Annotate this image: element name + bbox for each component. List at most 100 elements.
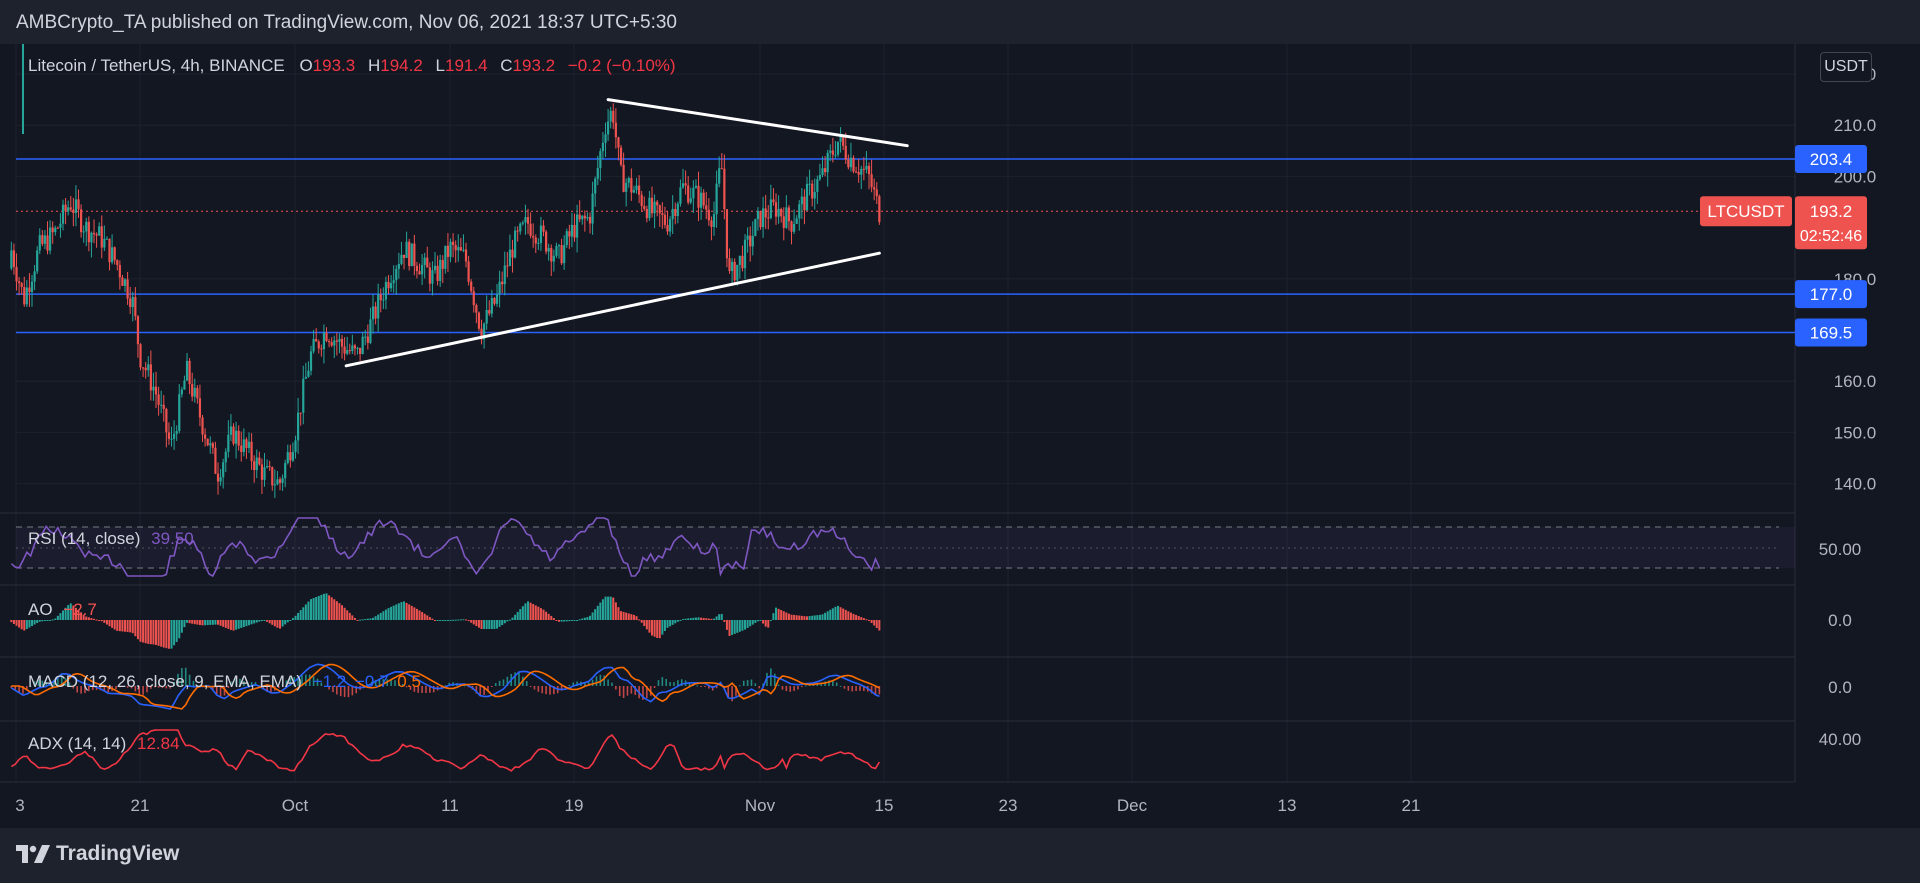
ao-bar: [439, 620, 442, 621]
rsi-label[interactable]: RSI (14, close) 39.50: [28, 529, 194, 548]
candle-body: [870, 174, 873, 188]
candle-body: [715, 183, 718, 215]
candle-body: [379, 294, 382, 301]
macd-histogram-bar: [138, 686, 141, 695]
candle: [679, 179, 682, 207]
ao-bar: [723, 620, 726, 622]
candle: [568, 224, 571, 249]
ao-bar: [294, 615, 297, 620]
ao-bar: [477, 620, 480, 628]
ao-bar: [105, 620, 108, 625]
candle-body: [237, 430, 240, 446]
candle: [304, 362, 307, 380]
macd-histogram-bar: [843, 686, 846, 689]
macd-histogram-bar: [328, 686, 330, 690]
candle: [59, 213, 62, 238]
ao-bar: [100, 620, 103, 622]
candle: [309, 345, 313, 376]
ao-bar: [320, 594, 323, 620]
ao-bar: [769, 620, 772, 621]
rsi-pane: 50.00: [10, 517, 1861, 578]
candle-body: [423, 257, 426, 265]
ao-value: −2.7: [63, 600, 97, 619]
currency-badge[interactable]: USDT: [1820, 52, 1872, 82]
tradingview-logo[interactable]: TradingView: [16, 842, 179, 866]
ao-bar: [648, 620, 651, 633]
macd-label[interactable]: MACD (12, 26, close, 9, EMA, EMA) −1.2 −…: [28, 672, 421, 691]
macd-histogram-bar: [122, 686, 125, 687]
candle-body: [121, 277, 124, 286]
adx-label[interactable]: ADX (14, 14) 12.84: [28, 734, 180, 753]
macd-histogram-bar: [448, 682, 451, 686]
candle: [198, 384, 202, 427]
candle: [183, 375, 186, 390]
macd-histogram-bar: [157, 686, 160, 688]
ao-bar: [25, 620, 28, 629]
candle: [170, 426, 173, 447]
macd-histogram-bar: [545, 686, 547, 695]
ao-bar: [415, 608, 418, 620]
ao-bar: [847, 611, 850, 620]
candle-body: [483, 323, 486, 340]
macd-histogram-bar: [57, 676, 59, 686]
candle-body: [645, 208, 648, 219]
ao-bar: [87, 617, 90, 620]
candle: [51, 221, 54, 244]
candle-body: [330, 342, 333, 346]
candle-body: [317, 341, 320, 349]
candle: [193, 378, 196, 403]
candle-body: [743, 239, 747, 269]
candle-body: [632, 190, 636, 193]
candle-body: [782, 216, 785, 228]
x-tick-label: Nov: [745, 796, 776, 815]
candle: [82, 225, 85, 243]
symbol-name[interactable]: Litecoin / TetherUS, 4h, BINANCE: [28, 56, 285, 75]
candle: [790, 220, 793, 245]
adx-pane: 40.00: [10, 729, 1861, 772]
ao-bar: [258, 620, 261, 622]
candle-body: [382, 299, 385, 301]
macd-histogram-bar: [196, 685, 199, 687]
ao-bar: [444, 620, 447, 621]
candle: [250, 433, 253, 470]
candle: [485, 295, 488, 330]
candle-body: [157, 394, 160, 405]
candle: [180, 386, 183, 398]
ao-bar: [271, 620, 274, 625]
candle-body: [555, 246, 558, 256]
candle: [374, 301, 377, 325]
candle: [684, 170, 687, 195]
candle-body: [154, 386, 158, 395]
candle: [56, 226, 59, 229]
macd-histogram-bar: [549, 686, 551, 695]
candle: [23, 276, 26, 307]
candle-body: [720, 168, 723, 170]
macd-histogram-bar: [126, 686, 129, 688]
candle: [663, 206, 667, 229]
ao-label[interactable]: AO −2.7: [28, 600, 97, 619]
ao-bar: [387, 608, 390, 620]
candle: [196, 385, 199, 404]
macd-histogram-bar: [491, 686, 493, 687]
ao-bar: [155, 620, 158, 645]
candle-body: [340, 338, 344, 347]
ao-bar: [855, 614, 858, 620]
candle: [692, 180, 695, 213]
candle: [529, 212, 532, 239]
ao-bar: [180, 620, 183, 633]
macd-histogram-bar: [568, 684, 571, 686]
candle-body: [477, 312, 481, 329]
ao-bar: [317, 595, 320, 620]
candle-body: [108, 238, 111, 263]
candle: [694, 179, 698, 189]
ao-bar: [472, 620, 475, 625]
price-chart[interactable]: 140.0150.0160.0180.0200.0210.0220.0321Oc…: [0, 0, 1920, 828]
candle: [111, 234, 114, 265]
candle-body: [183, 380, 186, 390]
ao-bar: [98, 620, 101, 621]
ao-bar: [532, 604, 535, 620]
ao-bar: [121, 620, 124, 632]
macd-histogram-bar: [134, 686, 137, 692]
candle: [410, 243, 413, 267]
ao-bar: [38, 620, 41, 622]
